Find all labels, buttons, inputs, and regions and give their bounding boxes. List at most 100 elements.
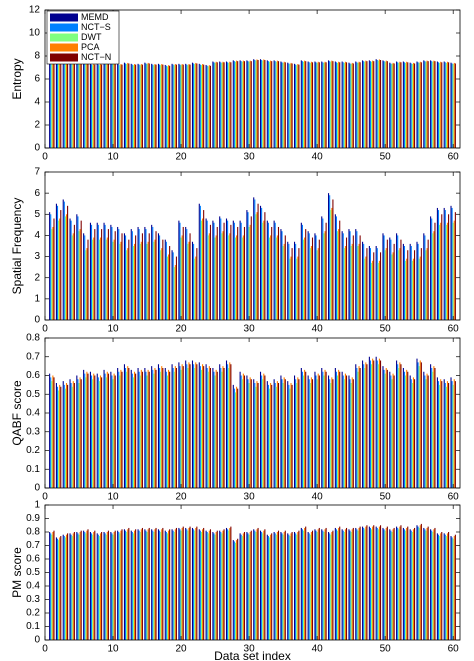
bar: [138, 64, 140, 148]
bar: [233, 222, 235, 320]
bar: [175, 64, 177, 148]
bar: [416, 525, 418, 640]
bar: [223, 368, 225, 488]
bar: [368, 60, 370, 149]
bar: [407, 526, 409, 640]
bar: [92, 534, 94, 640]
bar: [236, 540, 238, 640]
bar: [450, 62, 452, 148]
bar: [437, 62, 440, 149]
legend-swatch: [50, 23, 78, 32]
bar: [97, 64, 99, 148]
bar: [450, 205, 452, 320]
bar: [101, 229, 103, 320]
bar: [72, 381, 74, 488]
bar: [291, 384, 293, 488]
bar: [154, 239, 156, 320]
bar: [159, 530, 161, 640]
bar: [310, 377, 312, 488]
bar: [437, 534, 440, 640]
bar: [321, 368, 323, 488]
bar: [208, 65, 210, 148]
bar: [310, 532, 312, 640]
bar: [106, 371, 108, 488]
bar: [151, 366, 153, 488]
bar: [205, 64, 207, 148]
bar: [214, 375, 216, 488]
bar: [225, 61, 228, 148]
bar: [440, 533, 442, 640]
bar: [239, 371, 241, 488]
bar: [307, 61, 309, 148]
bar: [362, 60, 364, 149]
bar: [83, 233, 85, 320]
bar: [437, 210, 440, 320]
bar: [104, 533, 106, 640]
bar: [69, 533, 71, 640]
bar: [83, 369, 85, 488]
bar: [403, 371, 406, 488]
bar: [123, 529, 126, 640]
bar: [344, 61, 346, 148]
bar: [274, 383, 276, 488]
bar: [250, 379, 252, 488]
bar: [186, 529, 188, 640]
x-tick-label: 50: [380, 324, 392, 335]
bar: [257, 203, 259, 320]
bar: [71, 386, 73, 488]
bar: [212, 532, 214, 640]
bar: [454, 212, 456, 320]
bar: [188, 362, 190, 488]
bar: [363, 61, 365, 148]
bar: [425, 61, 427, 148]
bar: [358, 366, 360, 488]
bar: [369, 527, 372, 640]
y-tick-label: 0.7: [26, 351, 40, 362]
legend-label: DWT: [81, 32, 102, 42]
bar: [349, 379, 351, 488]
y-tick-label: 0.8: [26, 333, 40, 344]
bar: [141, 371, 143, 488]
bar: [62, 534, 64, 640]
bar: [172, 252, 174, 320]
bar: [301, 529, 303, 640]
bar: [365, 362, 367, 488]
bar: [56, 62, 59, 149]
bar: [171, 364, 173, 488]
bar: [96, 63, 98, 148]
bar: [393, 63, 395, 148]
bar: [236, 60, 238, 148]
bar: [386, 239, 388, 320]
bar: [317, 373, 319, 488]
bar: [191, 241, 194, 320]
bar: [308, 62, 310, 149]
bar: [242, 60, 244, 148]
bar: [262, 222, 264, 320]
bar: [56, 386, 59, 488]
bar: [368, 246, 370, 320]
bar: [330, 61, 332, 148]
bar: [151, 63, 153, 148]
bar: [364, 529, 366, 640]
bar: [418, 366, 420, 488]
bar: [130, 369, 132, 488]
bar: [52, 62, 54, 148]
y-tick-label: 1: [34, 500, 40, 511]
bar: [441, 532, 443, 640]
bar: [300, 60, 302, 149]
bar: [315, 375, 317, 488]
bar: [237, 538, 239, 640]
bar: [132, 246, 134, 320]
bar: [202, 64, 204, 148]
bar: [153, 373, 155, 488]
bar: [436, 61, 438, 148]
bar: [86, 530, 88, 640]
bar: [189, 233, 191, 320]
bar: [398, 62, 400, 148]
bar: [356, 62, 358, 149]
bar: [205, 530, 207, 640]
bar: [309, 62, 311, 148]
bar: [399, 248, 401, 320]
bar: [191, 62, 194, 148]
bar: [288, 384, 290, 488]
